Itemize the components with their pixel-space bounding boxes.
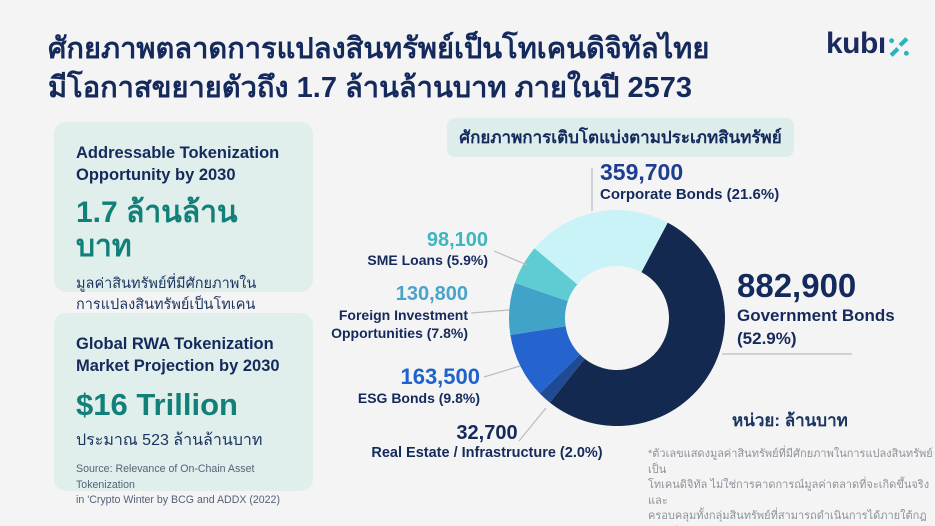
leader-esg-bonds [483, 365, 521, 378]
label-foreign-investment: 130,800 Foreign Investment Opportunities… [330, 283, 468, 342]
donut-slice-government-bonds [549, 222, 726, 427]
government-bonds-value: 882,900 [737, 267, 857, 304]
donut-slice-esg-bonds [510, 326, 580, 394]
sme-loans-caption: SME Loans (5.9%) [367, 252, 488, 268]
logo-x-icon [888, 37, 909, 57]
esg-bonds-value: 163,500 [400, 364, 480, 389]
donut-slice-foreign-investment-opportunities [508, 282, 568, 336]
leader-sme-loans [493, 250, 528, 266]
label-esg-bonds: 163,500 ESG Bonds (9.8%) [346, 364, 480, 406]
foreign-investment-value: 130,800 [395, 283, 468, 305]
government-bonds-caption: Government Bonds (52.9%) [737, 306, 895, 348]
leader-lines-group [470, 168, 852, 442]
card2-source-note: Source: Relevance of On-Chain Asset Toke… [76, 463, 280, 506]
label-government-bonds: 882,900 Government Bonds (52.9%) [737, 267, 895, 351]
real-estate-value: 32,700 [456, 422, 518, 444]
footnote: *ตัวเลขแสดงมูลค่าสินทรัพย์ที่มีศักยภาพใน… [648, 448, 933, 523]
sme-loans-value: 98,100 [426, 229, 488, 251]
page-title-line2: มีโอกาสขยายตัวถึง 1.7 ล้านล้านบาท ภายในป… [48, 71, 692, 104]
donut-slice-real-estate-infrastructure [539, 354, 585, 403]
leader-foreign-investment [470, 309, 510, 314]
card-global-rwa-projection: Global RWA Tokenization Market Projectio… [54, 313, 313, 506]
foreign-investment-caption: Foreign Investment Opportunities (7.8%) [331, 307, 468, 342]
esg-bonds-caption: ESG Bonds (9.8%) [357, 390, 480, 406]
donut-slice-corporate-bonds [534, 210, 668, 285]
label-sme-loans: 98,100 SME Loans (5.9%) [348, 229, 488, 268]
card1-highlight-value: 1.7 ล้านล้านบาท [76, 195, 238, 264]
corporate-bonds-value: 359,700 [600, 159, 684, 185]
label-corporate-bonds: 359,700 Corporate Bonds (21.6%) [600, 159, 779, 203]
page-title: ศักยภาพตลาดการแปลงสินทรัพย์เป็นโทเคนดิจิ… [48, 30, 768, 107]
card-addressable-opportunity: Addressable Tokenization Opportunity by … [54, 122, 313, 335]
card2-subtext: ประมาณ 523 ล้านล้านบาท [76, 432, 263, 450]
chart-title-banner: ศักยภาพการเติบโตแบ่งตามประเภทสินทรัพย์ [447, 118, 794, 157]
card2-highlight-value: $16 Trillion [76, 386, 238, 422]
card1-heading: Addressable Tokenization Opportunity by … [76, 144, 280, 185]
kubix-logo: kubı [826, 27, 910, 61]
donut-slices-group [508, 210, 726, 427]
donut-slice-sme-loans [514, 248, 578, 302]
leader-real-estate [518, 407, 547, 442]
corporate-bonds-caption: Corporate Bonds (21.6%) [600, 186, 780, 203]
logo-wordmark: kubı [826, 27, 886, 60]
real-estate-caption: Real Estate / Infrastructure (2.0%) [371, 445, 603, 461]
card2-heading: Global RWA Tokenization Market Projectio… [76, 335, 280, 376]
label-real-estate: 32,700 Real Estate / Infrastructure (2.0… [357, 422, 617, 461]
page-title-line1: ศักยภาพตลาดการแปลงสินทรัพย์เป็นโทเคนดิจิ… [48, 33, 710, 65]
chart-unit-label: หน่วย: ล้านบาท [732, 411, 848, 430]
